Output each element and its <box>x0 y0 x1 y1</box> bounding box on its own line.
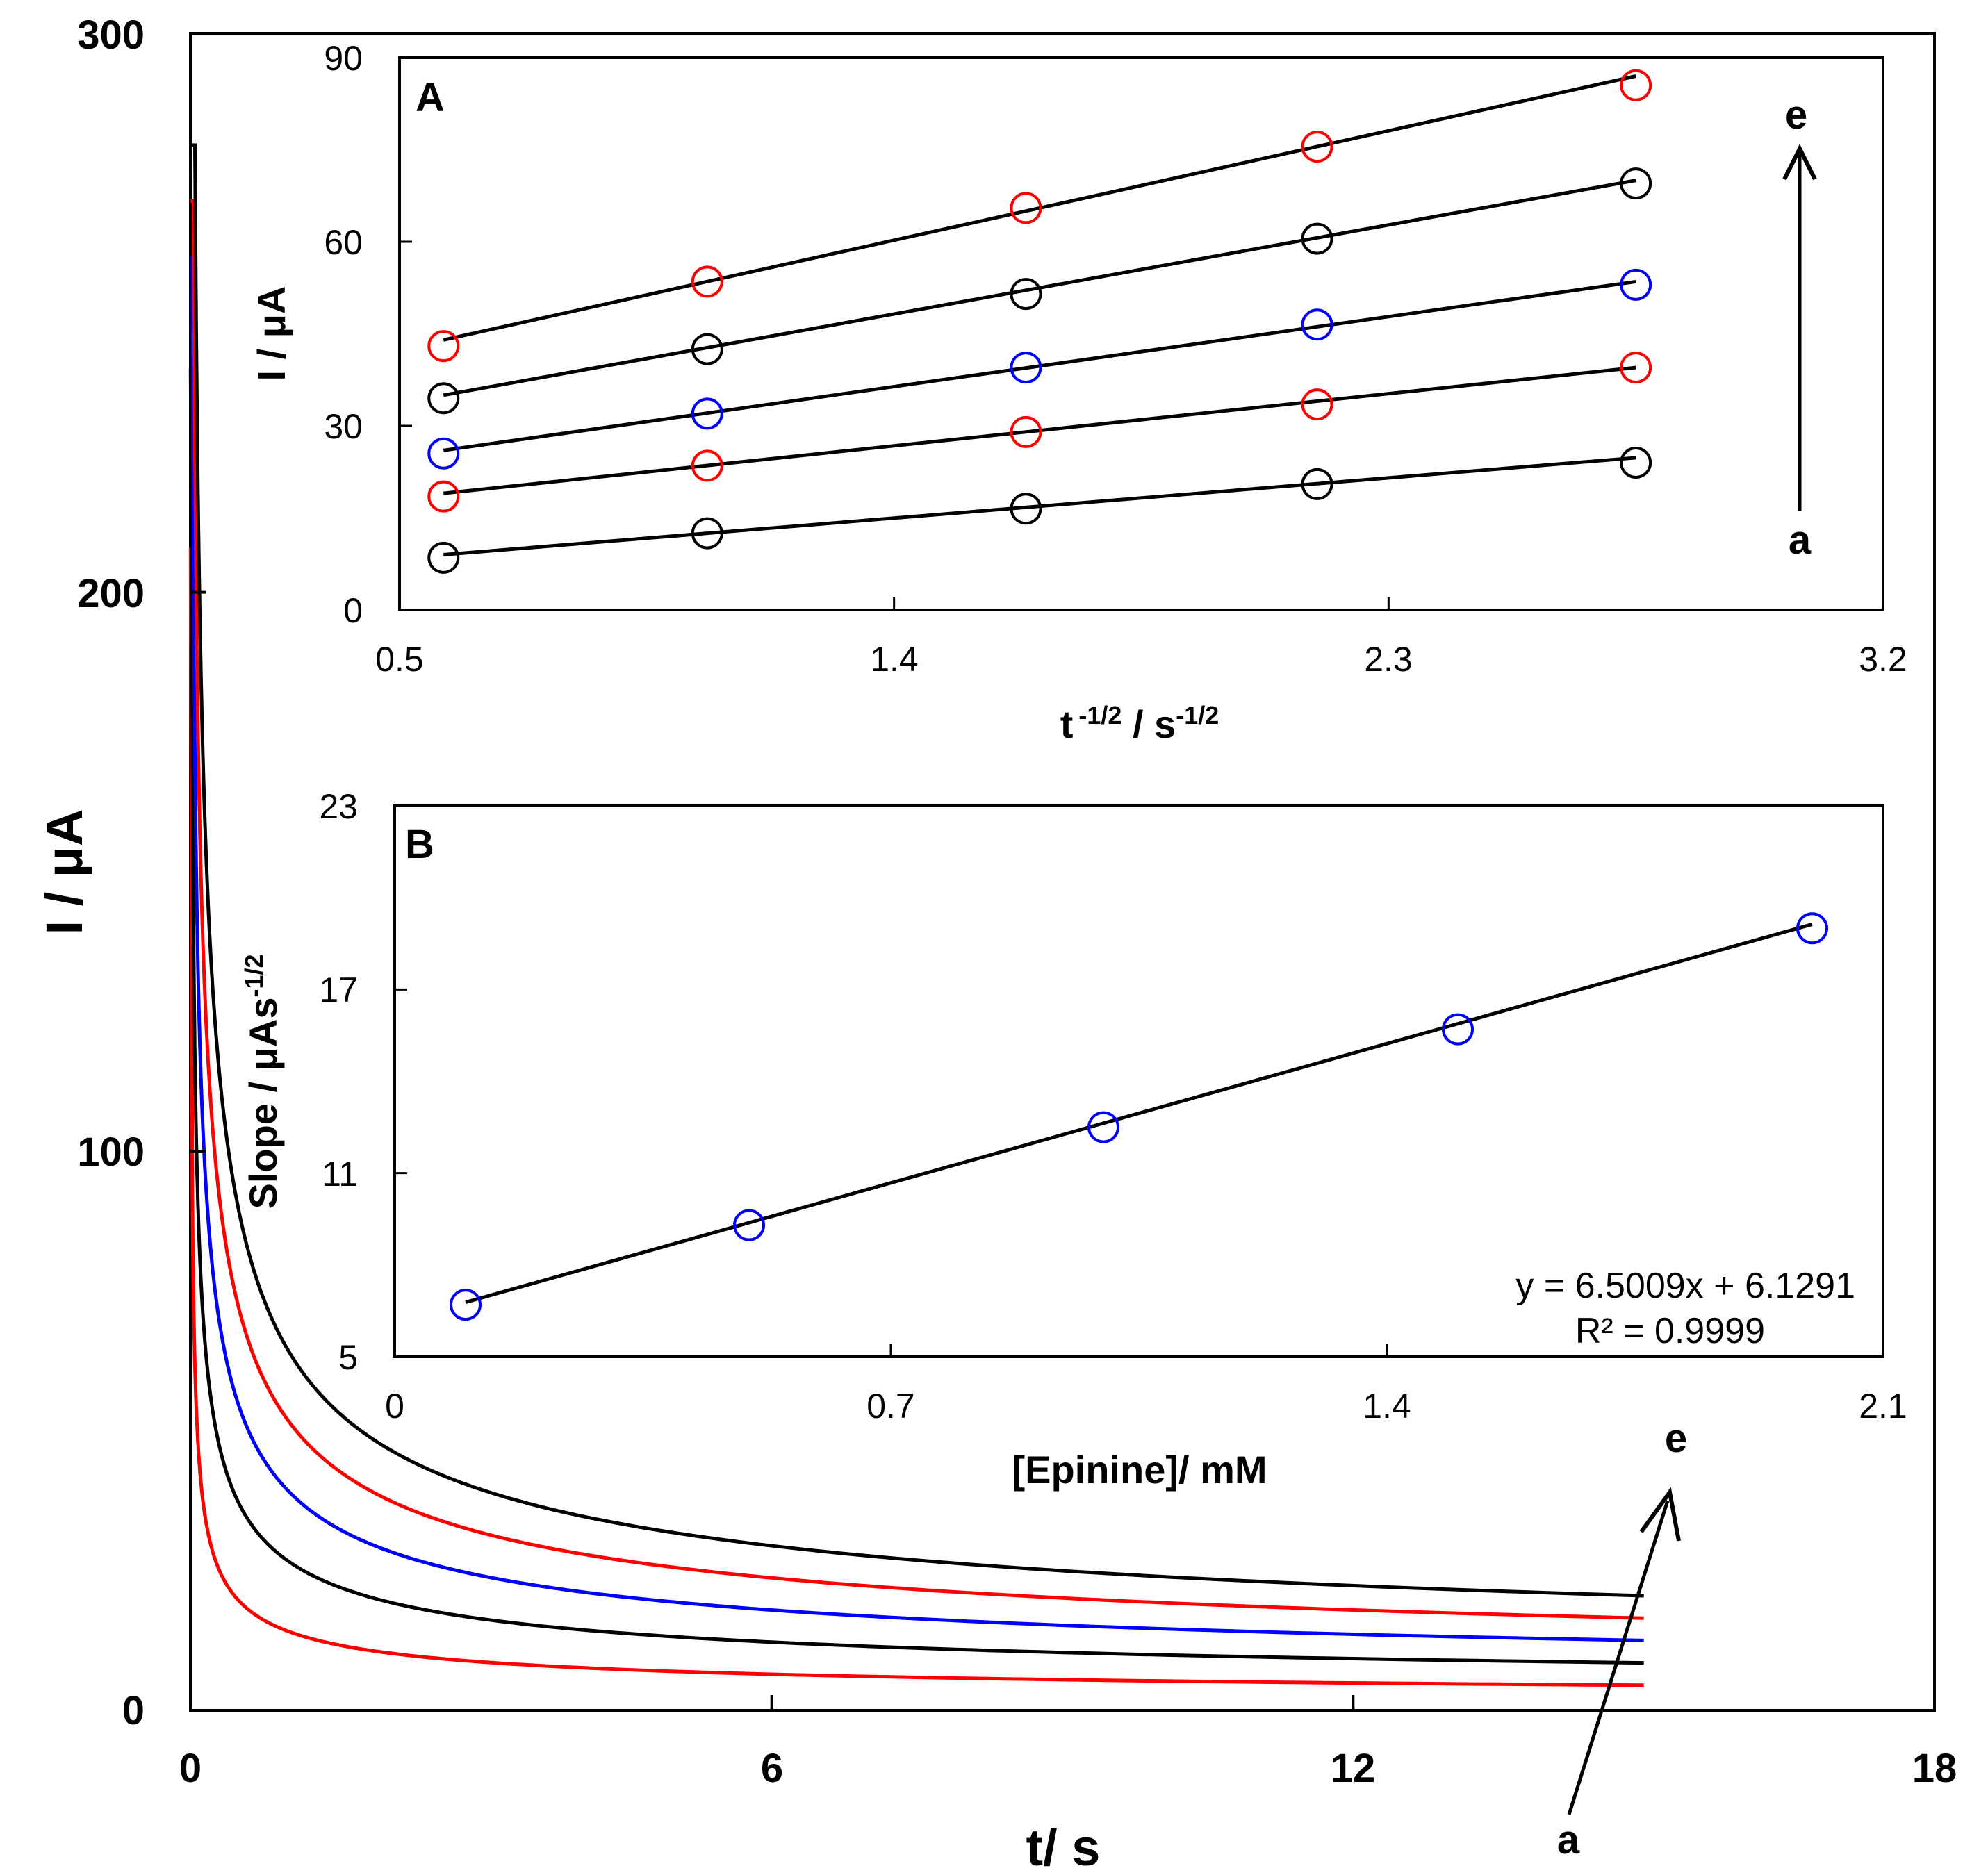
inset-b-panel-label: B <box>405 822 434 867</box>
main-xtick-label: 18 <box>1912 1746 1957 1791</box>
inset-b-y-axis-title: Slope / μAs-1/2 <box>240 954 285 1209</box>
inset-a-point-c <box>1620 268 1652 301</box>
main-ticks <box>189 32 1936 1712</box>
inset-a-xtick-label: 1.4 <box>870 640 919 679</box>
main-curve-label-e: e <box>1665 1416 1687 1461</box>
inset-b-point <box>1087 1111 1119 1143</box>
inset-a-point-e <box>427 330 460 363</box>
inset-a-point-e <box>1301 131 1333 163</box>
inset-a-curve-label-a: a <box>1789 518 1812 563</box>
main-chart: 0 100 200 300 0 6 12 18 t/ s I / μA a e <box>35 13 1957 1875</box>
inset-a-y-axis-title: I / μA <box>249 286 293 381</box>
inset-a-frame <box>398 56 1884 611</box>
inset-a-trend-arrow-head <box>1782 144 1817 181</box>
inset-b-point <box>1442 1013 1474 1046</box>
inset-a-point-b <box>427 480 460 513</box>
inset-a-xtick-label: 3.2 <box>1859 640 1907 679</box>
main-curve-d <box>190 199 1644 1620</box>
inset-a-point-a <box>1301 468 1333 500</box>
inset-a-xlabel-sep: / s <box>1122 702 1176 746</box>
inset-a-point-b <box>691 449 723 482</box>
inset-a-ytick-label: 60 <box>324 223 363 262</box>
inset-a-xlabel-sup2: -1/2 <box>1176 701 1219 729</box>
main-x-axis-title: t/ s <box>1026 1819 1101 1875</box>
inset-b-xtick-label: 0.7 <box>866 1387 915 1426</box>
main-curve-a <box>188 547 1644 1687</box>
inset-a-point-d <box>1301 222 1333 255</box>
inset-b-ytick-label: 23 <box>319 787 358 826</box>
inset-a-xtick-label: 2.3 <box>1364 640 1413 679</box>
inset-b-point <box>1796 912 1828 945</box>
inset-a-point-d <box>1010 278 1042 311</box>
main-xtick-label: 12 <box>1331 1746 1376 1791</box>
main-trend-arrow-shaft <box>1567 1500 1670 1815</box>
inset-b-x-axis-title: [Epinine]/ mM <box>1012 1448 1267 1492</box>
inset-a-point-d <box>1620 167 1652 200</box>
main-curve-label-a: a <box>1557 1817 1580 1862</box>
inset-b-plot <box>450 912 1828 1321</box>
inset-a: A 0 30 60 90 0.5 1.4 2.3 3.2 t -1/2 / s-1… <box>249 39 1907 746</box>
main-ytick-label: 300 <box>77 13 145 58</box>
inset-b-background <box>395 806 1883 1357</box>
inset-a-panel-label: A <box>416 75 445 120</box>
main-curve-e <box>190 143 1644 1598</box>
main-ytick-label: 0 <box>122 1688 145 1733</box>
inset-b-frame <box>393 804 1884 1358</box>
main-curve-b <box>188 368 1644 1665</box>
inset-b-xtick-label: 1.4 <box>1363 1387 1411 1426</box>
inset-a-point-b <box>1620 352 1652 384</box>
inset-a-point-c <box>1010 352 1042 384</box>
inset-b-fit-line <box>465 923 1813 1305</box>
inset-a-ytick-label: 30 <box>324 407 363 446</box>
inset-a-point-a <box>691 517 723 550</box>
inset-a-point-a <box>1620 447 1652 479</box>
main-y-axis-title: I / μA <box>35 809 93 935</box>
inset-a-point-a <box>1010 493 1042 525</box>
inset-a-point-e <box>691 265 723 298</box>
inset-a-x-axis-title: t -1/2 / s-1/2 <box>1060 701 1219 746</box>
inset-a-plot <box>427 69 1652 574</box>
inset-b-ytick-label: 17 <box>319 970 358 1009</box>
inset-a-ytick-label: 90 <box>324 39 363 78</box>
main-ytick-label: 200 <box>77 571 145 616</box>
inset-a-background <box>400 58 1883 610</box>
inset-a-xtick-label: 0.5 <box>375 640 424 679</box>
main-ytick-label: 100 <box>77 1130 145 1175</box>
inset-a-point-c <box>1301 308 1333 341</box>
inset-b-point <box>450 1289 482 1321</box>
inset-b: B 5 11 17 23 0 0.7 1.4 2.1 [Epinine]/ mM… <box>240 787 1907 1492</box>
inset-a-ytick-label: 0 <box>343 591 363 630</box>
inset-b-r-squared: R² = 0.9999 <box>1575 1311 1765 1351</box>
main-curve-c <box>190 255 1644 1642</box>
main-curves <box>188 143 1644 1687</box>
inset-a-point-b <box>1010 415 1042 448</box>
inset-a-point-d <box>427 382 460 415</box>
inset-b-point <box>733 1209 765 1241</box>
inset-a-xlabel-sup1: -1/2 <box>1078 701 1122 729</box>
inset-a-point-c <box>691 397 723 430</box>
inset-a-curve-label-e: e <box>1785 92 1807 138</box>
inset-a-point-c <box>427 437 460 470</box>
inset-a-point-e <box>1620 69 1652 101</box>
inset-b-xtick-label: 0 <box>385 1387 404 1426</box>
inset-b-ylabel-base: Slope / μAs <box>241 998 285 1209</box>
inset-a-point-d <box>691 333 723 365</box>
main-xtick-label: 0 <box>179 1746 202 1791</box>
inset-b-ytick-label: 5 <box>338 1338 358 1377</box>
main-xtick-label: 6 <box>761 1746 783 1791</box>
inset-b-xtick-label: 2.1 <box>1859 1387 1907 1426</box>
inset-a-xlabel-t: t <box>1060 702 1074 746</box>
inset-b-ytick-label: 11 <box>322 1155 358 1193</box>
inset-a-point-b <box>1301 388 1333 421</box>
inset-b-ylabel-sup: -1/2 <box>240 954 268 997</box>
inset-b-fit-equation: y = 6.5009x + 6.1291 <box>1515 1266 1855 1306</box>
inset-a-point-a <box>427 541 460 574</box>
inset-a-point-e <box>1010 192 1042 224</box>
main-trend-arrow-head <box>1639 1487 1681 1542</box>
